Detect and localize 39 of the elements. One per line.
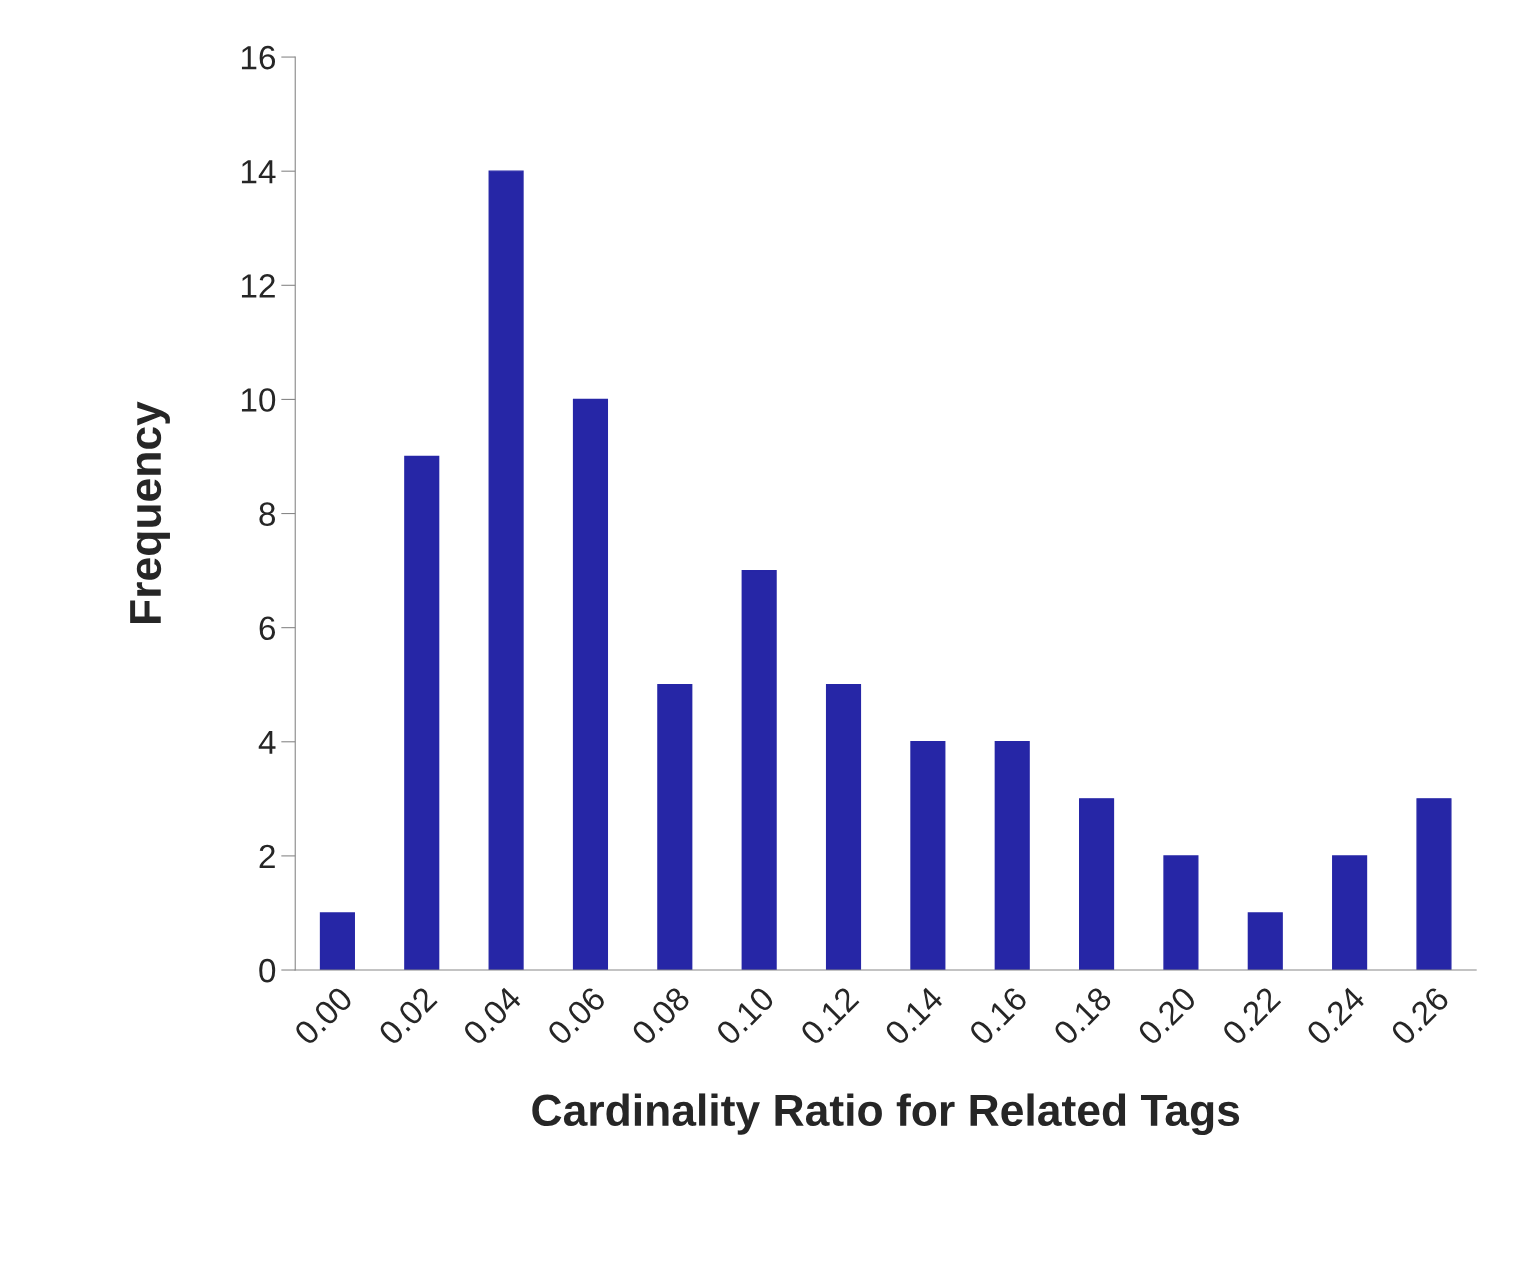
y-tick-label: 2	[259, 844, 275, 868]
bar	[910, 741, 946, 971]
y-tick-label: 14	[241, 160, 276, 184]
y-tick-label: 16	[241, 45, 276, 70]
bar	[1079, 798, 1115, 971]
bar	[404, 455, 440, 971]
x-tick-label: 0.00	[293, 985, 354, 1047]
x-tick-label: 0.22	[1220, 985, 1282, 1047]
x-tick-label: 0.20	[1136, 985, 1198, 1047]
y-tick-label: 6	[259, 616, 276, 641]
x-tick-label: 0.10	[714, 985, 776, 1047]
x-tick-label: 0.08	[630, 985, 692, 1047]
bar	[1163, 855, 1199, 971]
x-tick-label: 0.04	[461, 985, 523, 1047]
x-tick-label: 0.02	[377, 985, 438, 1047]
bar	[319, 912, 355, 971]
bar	[1416, 798, 1452, 971]
x-tick-label: 0.06	[546, 985, 607, 1047]
x-tick-label: 0.26	[1389, 985, 1451, 1047]
bar	[572, 398, 609, 971]
bar	[657, 684, 693, 971]
x-tick-label: 0.14	[883, 985, 945, 1047]
x-tick-label: 0.18	[1052, 985, 1113, 1047]
x-tick-label: 0.24	[1305, 985, 1367, 1047]
x-tick-label: 0.16	[967, 985, 1029, 1047]
bar	[1247, 912, 1283, 971]
y-tick-label: 0	[259, 958, 276, 983]
bar	[994, 741, 1030, 971]
x-tick-label: 0.12	[799, 985, 860, 1047]
y-tick-label: 8	[259, 502, 276, 526]
y-tick-label: 10	[241, 388, 276, 412]
y-tick-label: 12	[241, 274, 275, 298]
bar	[488, 170, 524, 971]
x-axis-title: Cardinality Ratio for Related Tags	[532, 1093, 1240, 1136]
bar	[1332, 855, 1368, 971]
bar	[741, 569, 777, 971]
y-tick-label: 4	[258, 730, 276, 754]
bar	[825, 684, 862, 971]
y-axis-title: Frequency	[130, 401, 170, 623]
